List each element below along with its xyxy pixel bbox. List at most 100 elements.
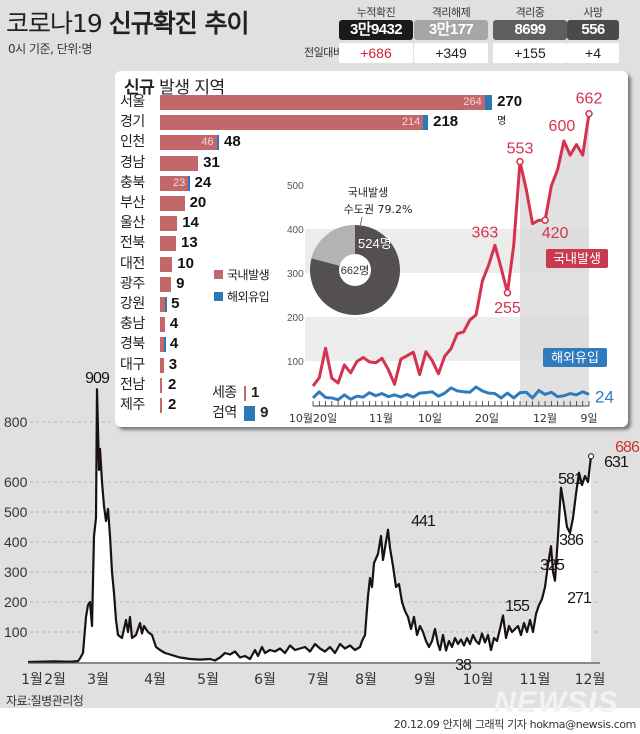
bar-domestic [160, 256, 173, 272]
main-line [27, 388, 593, 664]
domestic-value-label: 662 [576, 91, 603, 108]
bar-total-value: 4 [169, 315, 179, 333]
bar-total-value: 5 [171, 295, 180, 312]
stat-2: 격리중 8699 +155 [493, 4, 567, 63]
x-tick-label: 20일 [475, 411, 499, 425]
bar-domestic-value: 46 [201, 136, 214, 149]
x-tick-label: 12월 [575, 672, 606, 688]
annotation-label: 271 [567, 590, 592, 607]
x-tick-label: 10월20일 [289, 411, 337, 425]
stat-delta: +4 [567, 43, 619, 63]
extra-region-row: 세종 1 [212, 384, 292, 402]
x-tick-label: 5월 [197, 672, 219, 688]
stat-label: 누적확진 [356, 6, 396, 19]
x-tick-label: 4월 [144, 672, 166, 688]
region-name: 대구 [120, 356, 145, 373]
stat-value: 3만177 [414, 20, 488, 40]
bar-imported [163, 337, 166, 353]
page-title: 코로나19 신규확진 추이 [6, 4, 249, 40]
bar-domestic [160, 216, 178, 232]
region-name: 서울 [120, 94, 145, 110]
legend-label: 해외유입 [227, 289, 270, 304]
x-tick-label: 6월 [254, 672, 276, 688]
bar-total-value: 24 [194, 173, 212, 191]
stat-delta: +155 [493, 43, 567, 63]
inset-title-normal: 발생 지역 [154, 78, 225, 98]
annotation-label: 581 [558, 471, 583, 488]
bar-domestic [160, 155, 199, 171]
donut-capital-label: 524명 [358, 236, 392, 251]
stat-value: 8699 [493, 20, 567, 40]
bar-domestic [160, 276, 172, 292]
x-tick-label: 11월 [369, 412, 393, 425]
bar-total-value: 1 [251, 384, 259, 401]
y-tick-label: 800 [4, 414, 28, 430]
x-tick-label: 1월 [21, 672, 43, 688]
legend-item: 해외유입 [214, 285, 270, 307]
donut-hole [339, 254, 371, 286]
credit-text: 20.12.09 안지혜 그래픽 기자 hokma@newsis.com [393, 718, 637, 731]
region-name: 강원 [120, 296, 145, 312]
region-name: 충북 [120, 174, 145, 191]
y-tick-label: 100 [4, 624, 28, 640]
bar-domestic-value: 214 [401, 116, 421, 129]
x-tick-label: 2월 [44, 672, 66, 688]
y-tick: 500 [287, 181, 304, 192]
bar-total-value: 270명 [497, 93, 523, 127]
y-tick-label: 500 [4, 504, 28, 520]
bar-imported [164, 297, 167, 312]
point-marker [516, 157, 524, 166]
y-tick: 300 [287, 269, 304, 280]
x-tick-label: 12월 [533, 412, 557, 425]
stat-value: 3만9432 [339, 20, 413, 40]
bar-domestic-value: 264 [463, 96, 482, 108]
bar-total-value: 10 [177, 254, 194, 272]
region-name: 광주 [120, 275, 145, 292]
point-marker [541, 216, 549, 224]
bar-total-value: 3 [168, 355, 178, 373]
bar-domestic [160, 317, 165, 333]
bar-total-value: 13 [180, 234, 198, 252]
region-name: 부산 [120, 195, 145, 211]
bar-imported [188, 175, 191, 191]
bar-total-value: 20 [189, 194, 207, 211]
region-name: 검역 [212, 405, 237, 421]
legend: 국내발생 해외유입 [214, 263, 270, 307]
stat-delta: +349 [414, 43, 488, 63]
stat-3: 사망 556 +4 [567, 4, 619, 63]
bar-domestic [160, 175, 189, 191]
main-area [28, 389, 591, 662]
region-name: 전남 [120, 376, 145, 393]
region-name: 대전 [120, 255, 145, 272]
bar-domestic [160, 357, 164, 373]
annotation-label: 686 [615, 439, 640, 456]
point-marker [503, 289, 512, 297]
bar-total-value: 48 [224, 133, 241, 151]
point-marker [588, 453, 594, 460]
domestic-badge [546, 249, 608, 268]
bar-imported [216, 135, 220, 151]
domestic-value-label: 420 [542, 225, 569, 242]
donut-leader [359, 216, 363, 228]
annotation-label: 631 [604, 454, 629, 471]
bar-imported [423, 115, 429, 131]
y-tick-label: 400 [4, 534, 28, 550]
y-tick-label: 200 [4, 594, 28, 610]
y-tick-label: 600 [4, 474, 28, 490]
bar-total-value: 9 [176, 274, 185, 292]
stat-label: 격리해제 [431, 6, 471, 19]
bar-total-value: 218 [433, 113, 459, 131]
delta-label: 전일대비 [304, 46, 343, 59]
newsis-logo: NEWSIS [494, 686, 619, 719]
domestic-value-label: 363 [472, 224, 499, 241]
source-text: 자료:질병관리청 [6, 694, 84, 708]
title-normal: 코로나19 [6, 9, 109, 38]
region-name: 경남 [120, 154, 145, 171]
bar-domestic [160, 196, 185, 211]
extra-region-row: 검역 9 [212, 404, 292, 422]
unit-label: 명 [497, 116, 507, 127]
bar-domestic-value: 23 [173, 176, 186, 189]
donut-center-label: 662명 [341, 264, 369, 277]
annotation-label: 386 [559, 532, 584, 549]
stat-label: 사망 [583, 6, 603, 19]
